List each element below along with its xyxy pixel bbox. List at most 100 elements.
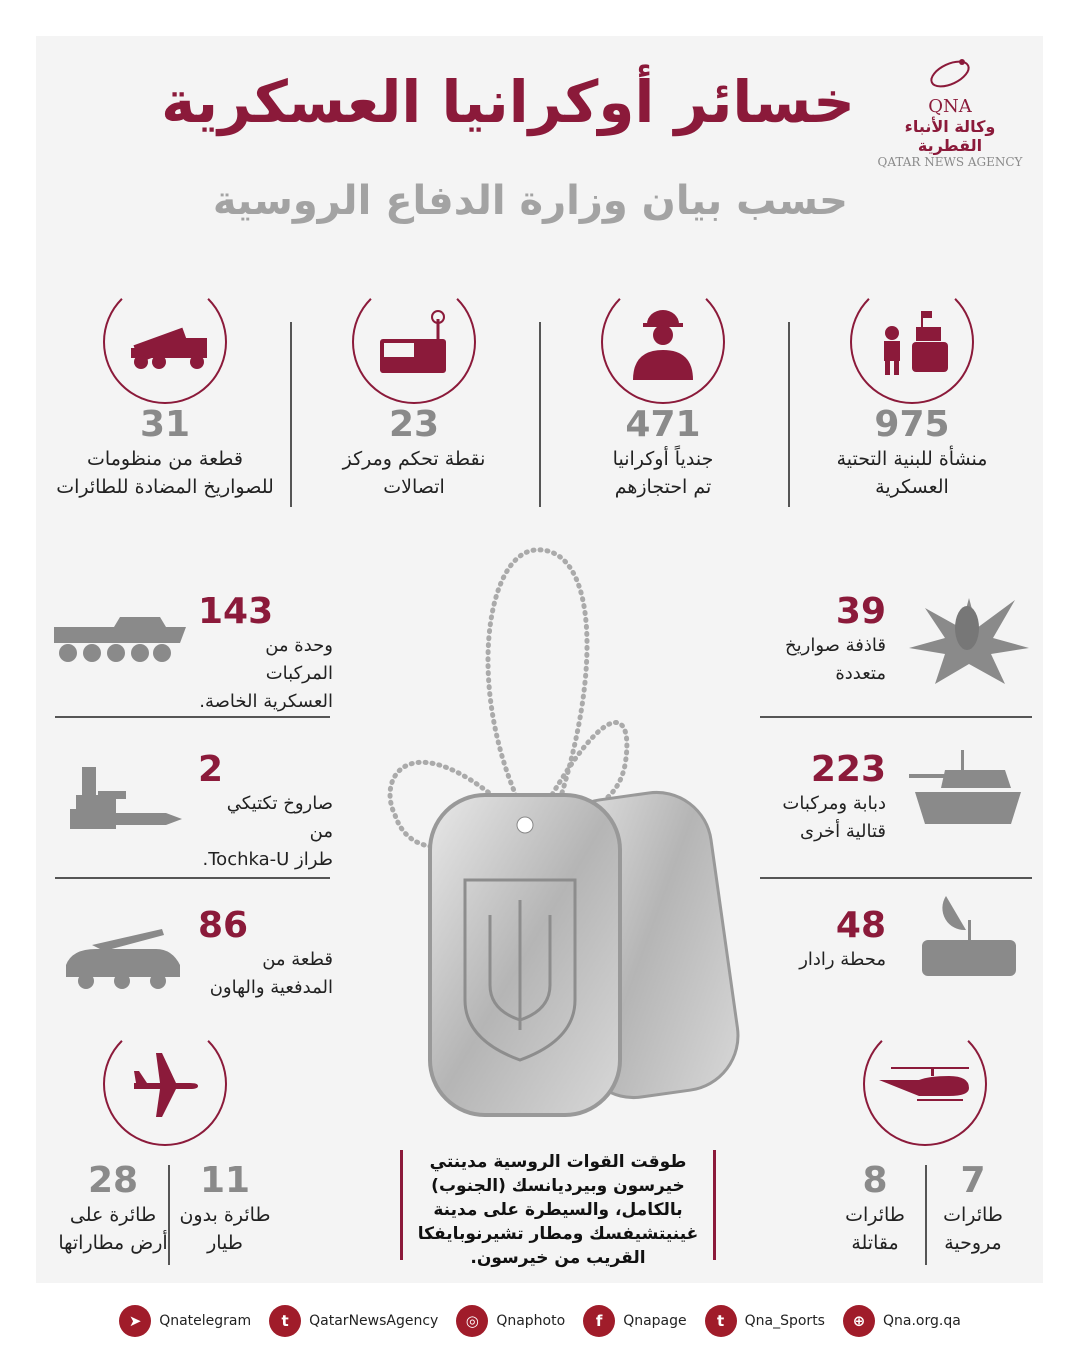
stat-label: وحدة من المركبات <box>265 635 333 684</box>
social-label: Qna_Sports <box>744 1313 825 1329</box>
twitter-icon: t <box>269 1305 302 1337</box>
stat-value: 48 <box>835 905 886 946</box>
stat-value: 223 <box>810 749 886 790</box>
social-instagram[interactable]: ◎ Qnaphoto <box>456 1305 565 1337</box>
qna-emblem-icon <box>930 59 970 88</box>
social-website[interactable]: ⊕ Qna.org.qa <box>842 1305 961 1337</box>
divider <box>760 877 1032 879</box>
stat-label: اتصالات <box>383 476 445 498</box>
stat-label: للصواريخ المضادة للطائرات <box>56 476 274 498</box>
facebook-icon: f <box>583 1305 616 1337</box>
dog-tags-illustration <box>387 547 740 1117</box>
social-telegram[interactable]: ➤ Qnatelegram <box>119 1305 251 1337</box>
page-title: خسائر أوكرانيا العسكرية <box>161 68 855 136</box>
divider <box>925 1165 927 1265</box>
center-note: طوقت القوات الروسية مدينتي خيرسون وبيردي… <box>400 1150 716 1268</box>
stat-missile-systems: 31 قطعة من منظومات للصواريخ المضادة للطا… <box>45 280 285 501</box>
stat-label: جندياً أوكرانيا <box>612 448 714 470</box>
stat-radar: 48 محطة رادار <box>750 906 886 974</box>
divider <box>55 877 330 879</box>
stat-label: العسكرية الخاصة. <box>199 691 333 712</box>
missile-launcher-icon <box>103 280 227 404</box>
stat-artillery: 86 قطعة من المدفعية والهاون <box>198 906 333 1002</box>
rocket-explosion-icon <box>909 598 1029 684</box>
tactical-missile-icon <box>70 767 182 829</box>
instagram-icon: ◎ <box>456 1305 489 1337</box>
stat-value: 7 <box>960 1160 986 1201</box>
stat-fighter-jets: 8 طائرات مقاتلة <box>825 1160 925 1257</box>
communications-icon <box>352 280 476 404</box>
divider <box>539 322 541 507</box>
stat-value: 471 <box>625 404 701 445</box>
stat-label: قتالية أخرى <box>800 821 886 842</box>
stat-tanks: 223 دبابة ومركبات قتالية أخرى <box>750 750 886 846</box>
stat-label: مقاتلة <box>851 1232 899 1254</box>
page-subtitle: حسب بيان وزارة الدفاع الروسية <box>212 178 848 224</box>
stat-value: 143 <box>198 591 274 632</box>
stat-label: طائرات <box>943 1204 1003 1226</box>
twitter-icon: t <box>704 1305 737 1337</box>
artillery-icon <box>66 929 180 989</box>
social-label: Qnapage <box>623 1313 687 1329</box>
divider <box>168 1165 170 1265</box>
social-twitter[interactable]: t QatarNewsAgency <box>269 1305 438 1337</box>
helicopter-icon <box>863 1022 987 1146</box>
stat-label: تم احتجازهم <box>614 476 712 498</box>
tank-icon <box>909 750 1021 824</box>
stat-value: 23 <box>388 404 440 445</box>
stat-label: أرض مطاراتها <box>58 1232 168 1254</box>
stat-label: دبابة ومركبات <box>782 793 886 814</box>
stat-value: 31 <box>139 404 191 445</box>
stat-drones: 11 طائرة بدون طيار <box>175 1160 275 1257</box>
stat-label: قطعة من منظومات <box>87 448 243 470</box>
stat-label: طائرة على <box>69 1204 157 1226</box>
divider <box>760 716 1032 718</box>
stat-tactical-missiles: 2 صاروخ تكتيكي من طراز Tochka-U. <box>198 750 333 874</box>
stat-infrastructure: 975 منشأة للبنية التحتية العسكرية <box>792 280 1032 501</box>
stat-value: 11 <box>199 1160 251 1201</box>
logo-arabic: وكالة الأنباء القطرية <box>904 117 996 155</box>
social-twitter-sports[interactable]: t Qna_Sports <box>704 1305 825 1337</box>
infrastructure-icon <box>850 280 974 404</box>
stat-soldiers: 471 جندياً أوكرانيا تم احتجازهم <box>543 280 783 501</box>
social-label: QatarNewsAgency <box>309 1313 439 1329</box>
stat-value: 28 <box>87 1160 139 1201</box>
social-label: Qnatelegram <box>159 1313 252 1329</box>
stat-communications: 23 نقطة تحكم ومركز اتصالات <box>294 280 534 501</box>
stat-label: طائرة بدون <box>179 1204 271 1226</box>
soldier-icon <box>601 280 725 404</box>
stat-label: قاذفة صواريخ <box>785 635 886 656</box>
stat-value: 39 <box>835 591 886 632</box>
social-label: Qna.org.qa <box>882 1313 961 1329</box>
stat-helicopters: 7 طائرات مروحية <box>923 1160 1023 1257</box>
globe-icon: ⊕ <box>842 1305 875 1337</box>
stat-label: نقطة تحكم ومركز <box>342 448 486 470</box>
stat-value: 975 <box>874 404 950 445</box>
armored-vehicle-icon <box>54 617 186 662</box>
stat-label: طراز Tochka-U. <box>202 849 333 870</box>
stat-label: مروحية <box>944 1232 1002 1254</box>
stat-label: صاروخ تكتيكي من <box>226 793 333 842</box>
stat-value: 2 <box>198 749 224 790</box>
radar-icon <box>922 896 1016 976</box>
stat-label: محطة رادار <box>799 949 886 970</box>
stat-label: طيار <box>207 1232 243 1254</box>
social-facebook[interactable]: f Qnapage <box>583 1305 687 1337</box>
stat-label: طائرات <box>845 1204 905 1226</box>
airplane-icon <box>103 1022 227 1146</box>
divider <box>290 322 292 507</box>
footer-social: ➤ Qnatelegram t QatarNewsAgency ◎ Qnaphoto … <box>0 1305 1080 1337</box>
social-label: Qnaphoto <box>496 1313 566 1329</box>
stat-label: قطعة من <box>262 949 333 970</box>
stat-rocket-launchers: 39 قاذفة صواريخ متعددة <box>750 592 886 688</box>
stat-special-vehicles: 143 وحدة من المركبات العسكرية الخاصة. <box>198 592 333 716</box>
stat-label: منشأة للبنية التحتية <box>836 448 988 470</box>
stat-value: 86 <box>198 905 249 946</box>
stat-label: متعددة <box>835 663 886 684</box>
qna-logo: QNA وكالة الأنباء القطرية QATAR NEWS AGE… <box>870 52 1030 169</box>
telegram-icon: ➤ <box>119 1305 152 1337</box>
divider <box>55 716 330 718</box>
stat-label: المدفعية والهاون <box>209 977 333 998</box>
stat-grounded-aircraft: 28 طائرة على أرض مطاراتها <box>0 1160 226 1257</box>
logo-short: QNA <box>928 96 972 117</box>
